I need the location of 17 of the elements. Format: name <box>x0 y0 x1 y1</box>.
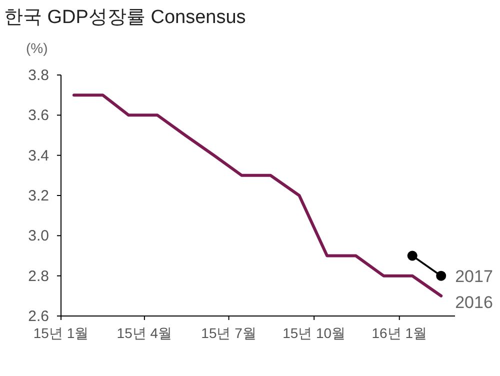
x-tick-label: 15년 1월 <box>33 325 89 341</box>
y-tick-label: 2.6 <box>28 308 49 325</box>
y-tick-label: 3.2 <box>28 188 49 204</box>
line-series <box>72 94 443 298</box>
y-axis-title: (%) <box>26 40 48 56</box>
x-tick-label: 15년 10월 <box>282 325 346 341</box>
y-tick-label: 3.0 <box>28 228 49 245</box>
y-tick-label: 3.6 <box>28 107 49 124</box>
series-label: 2017 <box>455 266 493 286</box>
y-tick-label: 3.8 <box>28 67 49 84</box>
y-tick-label: 3.4 <box>28 147 49 164</box>
series-label: 2016 <box>455 292 493 312</box>
x-tick-label: 15년 4월 <box>116 325 172 341</box>
x-tick-label: 16년 1월 <box>372 325 427 341</box>
chart-title: 한국 GDP성장률 Consensus <box>4 7 246 28</box>
y-tick-label: 2.8 <box>28 268 49 285</box>
x-tick-label: 15년 7월 <box>201 325 256 341</box>
